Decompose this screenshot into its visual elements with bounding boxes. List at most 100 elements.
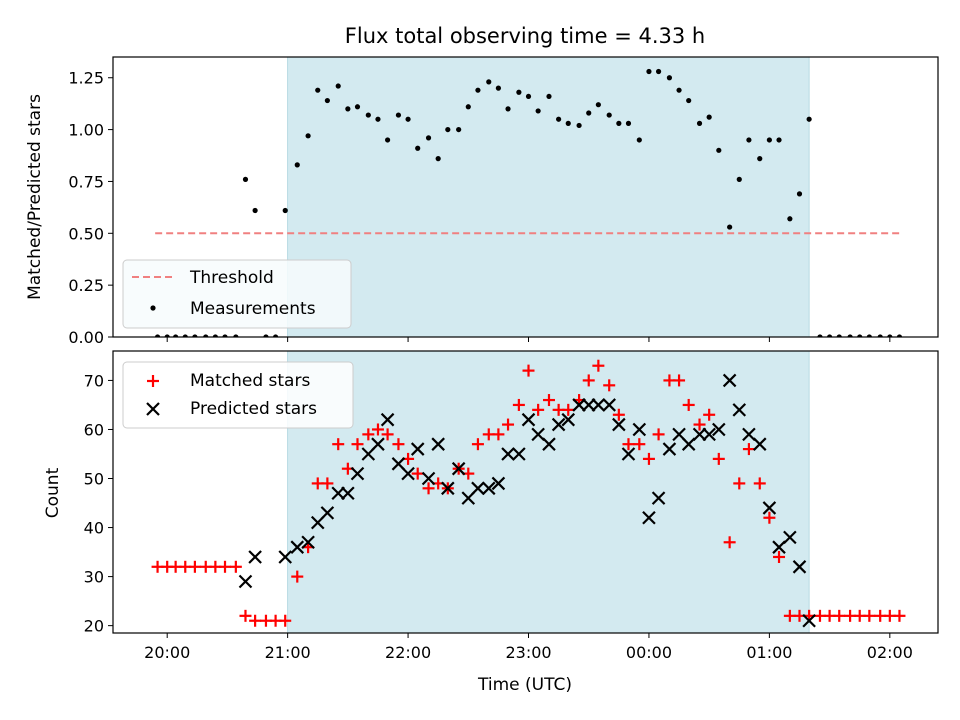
predicted-star-stroke (651, 491, 666, 505)
predicted-star-point (742, 427, 756, 442)
measurement-point (164, 334, 170, 337)
predicted-star-stroke (681, 437, 696, 451)
ratio-y-axis-label: Matched/Predicted stars (25, 94, 45, 300)
legend-measurements-swatch (150, 305, 156, 311)
measurement-point (465, 104, 471, 110)
ratio-panel-frame (112, 56, 939, 338)
predicted-star-stroke (642, 510, 656, 525)
predicted-star-stroke (561, 412, 576, 427)
measurement-point (716, 147, 722, 153)
measurement-point (857, 334, 863, 337)
measurement-point (456, 126, 462, 133)
measurement-point (546, 93, 552, 100)
measurement-point (505, 106, 511, 112)
measurement-point (666, 75, 673, 81)
matched-star-point (603, 379, 616, 392)
matched-star-point (411, 467, 424, 480)
predicted-star-point (238, 574, 253, 589)
predicted-star-point (783, 530, 797, 545)
predicted-star-point (531, 427, 545, 442)
predicted-star-point (572, 398, 586, 412)
measurement-point (294, 162, 300, 168)
predicted-star-point (290, 540, 305, 554)
count-x-axis-ticks: 20:00 21:00 22:00 23:00 00:00 01:00 02:00 (144, 633, 913, 662)
ratio-y-axis-ticks: 0.00 0.25 0.50 0.75 1.00 1.25 (68, 69, 113, 347)
predicted-star-point (621, 447, 636, 461)
measurement-point (282, 207, 288, 214)
y-tick-label: 60 (84, 420, 104, 439)
predicted-star-point (371, 437, 385, 451)
predicted-star-stroke (471, 481, 485, 496)
predicted-star-stroke (702, 427, 716, 442)
matched-star-point (422, 482, 435, 495)
matched-star-point (522, 364, 535, 377)
observing-span-rect (287, 56, 810, 338)
measurement-point (576, 122, 582, 129)
matched-star-point (351, 438, 364, 451)
measurement-point (746, 137, 752, 143)
matched-star-point (332, 438, 345, 451)
predicted-star-stroke (732, 403, 747, 417)
predicted-star-stroke (350, 466, 365, 481)
matched-star-point (753, 477, 766, 490)
measurement-point (696, 120, 703, 126)
predicted-star-stroke (632, 422, 647, 437)
x-tick-label: 02:00 (867, 643, 913, 662)
measurement-point (182, 334, 188, 337)
measurement-point (796, 191, 803, 197)
predicted-star-stroke (521, 412, 536, 427)
matched-star-point (219, 560, 232, 573)
legend-predicted-swatch (146, 402, 160, 416)
matched-star-point (321, 477, 334, 490)
measurement-point (766, 137, 772, 143)
matched-star-point (562, 403, 575, 416)
matched-star-point (502, 418, 515, 431)
predicted-star-stroke (341, 486, 355, 501)
predicted-star-stroke (662, 442, 677, 456)
count-panel-frame (112, 350, 939, 634)
measurement-point (525, 93, 532, 100)
count-legend: Matched stars Predicted stars (122, 361, 354, 429)
matched-star-point (733, 477, 746, 490)
predicted-star-point (542, 437, 556, 451)
predicted-star-stroke (512, 447, 526, 461)
matched-star-point (773, 550, 786, 563)
predicted-star-point (521, 412, 536, 427)
measurement-point (415, 145, 421, 151)
measurement-point (173, 334, 179, 337)
predicted-star-stroke (481, 481, 496, 496)
predicted-star-point (591, 398, 606, 412)
measurement-point (736, 176, 742, 182)
measurement-point (556, 116, 562, 122)
count-legend-box (122, 361, 354, 429)
measurement-point (606, 112, 612, 118)
y-tick-label: 30 (84, 568, 104, 587)
measurement-point (222, 334, 228, 337)
matched-star-point (673, 374, 686, 387)
predicted-star-stroke (491, 476, 506, 491)
y-tick-label: 70 (84, 371, 104, 390)
predicted-star-point (341, 486, 355, 501)
predicted-star-point (752, 437, 767, 451)
predicted-star-point (712, 422, 726, 437)
predicted-star-stroke (401, 466, 415, 481)
predicted-star-stroke (772, 540, 786, 554)
x-tick-label: 21:00 (265, 643, 311, 662)
measurement-point (616, 120, 622, 126)
predicted-star-point (612, 417, 626, 432)
predicted-star-point (431, 437, 445, 451)
predicted-star-stroke (431, 437, 445, 451)
predicted-star-point (331, 486, 345, 501)
measurement-point (345, 106, 351, 112)
measurement-point (896, 334, 903, 337)
predicted-star-stroke (792, 560, 807, 574)
measurement-point (836, 334, 842, 337)
x-tick-label: 20:00 (144, 643, 190, 662)
matched-star-point (532, 403, 545, 416)
predicted-star-point (320, 506, 335, 520)
matched-star-point (703, 408, 716, 421)
measurement-point (495, 85, 502, 91)
predicted-star-point (732, 403, 747, 417)
legend-matched-swatch (147, 375, 159, 387)
predicted-star-stroke (672, 427, 686, 442)
